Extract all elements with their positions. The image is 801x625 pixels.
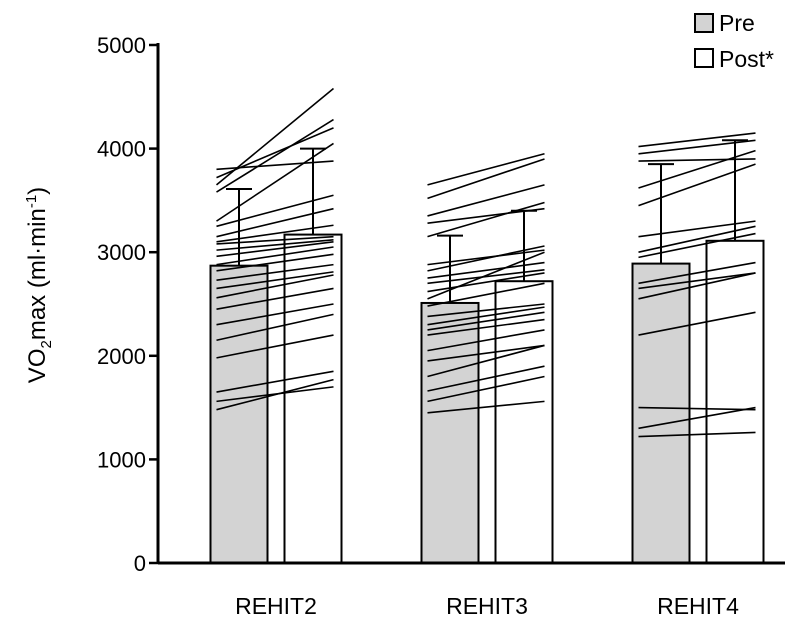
individual-line-rehit3-14 — [427, 311, 545, 331]
individual-line-rehit3-11 — [427, 282, 545, 307]
individual-line-rehit3-19 — [427, 365, 545, 392]
individual-line-rehit2-7 — [216, 224, 334, 243]
x-tick-label-rehit3: REHIT3 — [446, 593, 528, 619]
individual-line-rehit2-6 — [216, 207, 334, 238]
bar-pre-rehit4 — [631, 262, 691, 564]
individual-line-rehit4-7 — [638, 232, 756, 259]
individual-line-rehit2-12 — [216, 253, 334, 272]
legend: Pre Post* — [694, 10, 774, 72]
x-tick-label-rehit4: REHIT4 — [657, 593, 739, 619]
individual-line-rehit3-8 — [427, 269, 545, 285]
group-rehit2 — [209, 87, 343, 564]
individual-line-rehit4-9 — [638, 272, 756, 290]
individual-line-rehit4-2 — [638, 158, 756, 162]
individual-line-rehit2-9 — [216, 238, 334, 251]
individual-line-rehit3-15 — [427, 318, 545, 336]
group-rehit4 — [631, 132, 765, 565]
individual-line-rehit2-8 — [216, 235, 334, 245]
individual-line-rehit2-0 — [216, 160, 334, 171]
individual-line-rehit3-16 — [427, 329, 545, 352]
legend-label-post: Post* — [719, 46, 774, 72]
individual-line-rehit2-14 — [216, 271, 334, 290]
individual-line-rehit3-9 — [427, 272, 545, 293]
individual-line-rehit2-15 — [216, 274, 334, 299]
individual-line-rehit2-16 — [216, 287, 334, 310]
y-tick-label-5000: 5000 — [97, 33, 146, 58]
bar-pre-rehit2 — [209, 264, 269, 564]
individual-line-rehit3-0 — [427, 153, 545, 186]
individual-line-rehit3-12 — [427, 303, 545, 318]
y-axis-title-close: ) — [24, 187, 51, 195]
individual-line-rehit2-13 — [216, 263, 334, 281]
individual-line-rehit4-14 — [638, 431, 756, 438]
bar-pre-rehit3 — [420, 301, 480, 564]
individual-line-rehit2-19 — [216, 334, 334, 359]
individual-line-rehit3-21 — [427, 400, 545, 414]
x-tick-label-rehit2: REHIT2 — [235, 593, 317, 619]
bar-post-rehit3 — [494, 280, 554, 564]
individual-line-rehit3-4 — [427, 201, 545, 238]
individual-line-rehit4-12 — [638, 406, 756, 411]
individual-line-rehit4-0 — [638, 132, 756, 148]
individual-line-rehit3-2 — [427, 184, 545, 217]
individual-line-rehit2-4 — [216, 142, 334, 222]
plot-area — [209, 87, 765, 565]
individual-line-rehit3-20 — [427, 375, 545, 403]
individual-line-rehit4-13 — [638, 406, 756, 430]
individual-line-rehit2-2 — [215, 87, 335, 186]
individual-line-rehit4-5 — [638, 220, 756, 238]
individual-line-rehit3-17 — [427, 344, 545, 362]
individual-line-rehit2-5 — [216, 194, 334, 228]
individual-line-rehit3-10 — [427, 251, 545, 300]
group-rehit3 — [420, 153, 554, 564]
y-axis-title: VO2max (ml·min-1) — [23, 187, 55, 383]
individual-line-rehit4-11 — [638, 311, 756, 336]
y-tick-label-3000: 3000 — [97, 240, 146, 265]
individual-line-rehit4-6 — [638, 225, 756, 253]
y-axis-title-superscript: -1 — [23, 195, 40, 208]
individual-line-rehit2-10 — [216, 241, 334, 258]
individual-line-rehit2-3 — [216, 118, 334, 193]
y-tick-label-4000: 4000 — [97, 137, 146, 162]
y-axis-title-vo: VO — [24, 349, 51, 384]
legend-swatch-post — [694, 48, 714, 68]
individual-line-rehit3-3 — [427, 207, 545, 224]
y-axis-title-max: max (ml·min — [24, 208, 51, 340]
individual-line-rehit4-8 — [638, 261, 756, 285]
individual-line-rehit4-3 — [638, 149, 756, 189]
individual-line-rehit2-20 — [216, 370, 334, 393]
y-tick-label-0: 0 — [134, 551, 146, 576]
y-axis-title-subscript: 2 — [38, 340, 55, 348]
individual-line-rehit2-11 — [216, 246, 334, 266]
individual-line-rehit4-4 — [638, 163, 756, 207]
legend-label-pre: Pre — [719, 10, 755, 36]
y-tick-label-1000: 1000 — [97, 447, 146, 472]
individual-line-rehit2-17 — [216, 303, 334, 326]
individual-line-rehit4-10 — [638, 272, 756, 300]
individual-line-rehit3-13 — [427, 306, 545, 326]
individual-line-rehit2-22 — [216, 378, 334, 411]
axes: REHIT2 REHIT3 REHIT4 0 1000 2000 3000 4000 5000 — [97, 33, 785, 619]
individual-line-rehit4-1 — [638, 139, 756, 155]
bar-post-rehit4 — [705, 239, 765, 565]
bar-post-rehit2 — [283, 233, 343, 564]
individual-line-rehit3-5 — [427, 249, 545, 266]
legend-swatch-pre — [694, 13, 714, 33]
individual-line-rehit3-1 — [427, 158, 545, 200]
y-tick-label-2000: 2000 — [97, 344, 146, 369]
individual-line-rehit3-18 — [427, 344, 545, 378]
individual-line-rehit3-7 — [427, 261, 545, 279]
individual-line-rehit3-6 — [427, 245, 545, 272]
y-axis-label: VO2max (ml·min-1) — [23, 187, 55, 383]
individual-line-rehit2-18 — [216, 313, 334, 342]
